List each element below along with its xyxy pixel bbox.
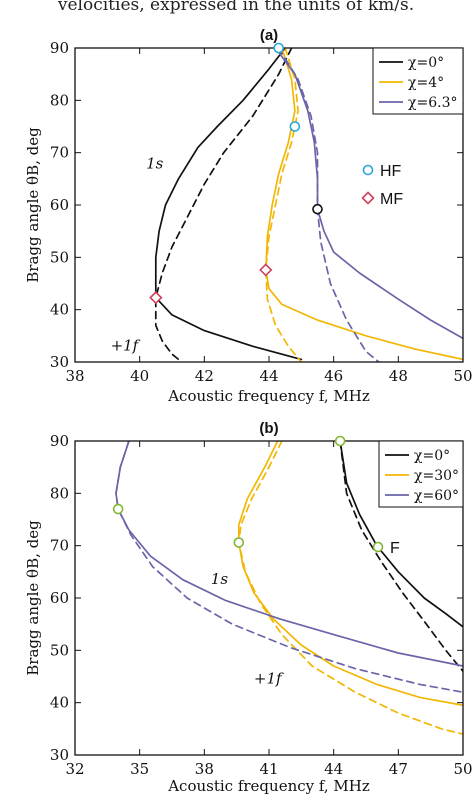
series-line-solid: [339, 441, 463, 628]
series-line-dashed: [339, 441, 463, 673]
legend-box: [378, 440, 464, 508]
y-tick-label: 30: [50, 746, 69, 764]
legend-label: χ=0°: [414, 448, 450, 464]
series-line-solid: [237, 441, 463, 707]
marker-f: [233, 537, 245, 548]
legend-label: χ=4°: [408, 75, 444, 91]
marker-legend-label: F: [390, 540, 400, 557]
x-tick-label: 42: [195, 367, 214, 385]
panel-b: (b) 32 35 38 41 44 47 50 30 40 50 60 70 80 90 Acoustic …: [24, 420, 473, 795]
x-axis-label: Acoustic frequency f, MHz: [167, 777, 370, 795]
x-tick-label: 32: [65, 760, 84, 778]
marker-f: [334, 435, 346, 447]
y-tick-label: 70: [50, 537, 69, 555]
series-line-dashed: [115, 441, 463, 694]
marker-legend-label: HF: [380, 163, 402, 180]
x-tick-label: 44: [324, 760, 343, 778]
marker-mf: [259, 263, 273, 277]
y-tick-label: 50: [50, 641, 69, 659]
caption-fragment: velocities, expressed in the units of km…: [57, 0, 414, 15]
y-tick-label: 80: [50, 91, 69, 109]
marker-hf: [273, 42, 285, 54]
legend-label: χ=0°: [408, 55, 444, 71]
y-tick-label: 70: [50, 144, 69, 162]
legend-label: χ=6.3°: [408, 95, 457, 111]
x-axis-label: Acoustic frequency f, MHz: [167, 387, 370, 405]
marker-legend-label: MF: [380, 191, 403, 208]
panel-label: (b): [259, 420, 278, 437]
y-tick-label: 60: [50, 589, 69, 607]
y-axis-label: Bragg angle θB, deg: [24, 520, 42, 676]
curve-annotation: +1f: [111, 336, 141, 354]
y-tick-label: 30: [50, 353, 69, 371]
y-axis-label: Bragg angle θB, deg: [24, 127, 42, 283]
series-line-solid: [274, 48, 463, 340]
y-tick-label: 80: [50, 484, 69, 502]
x-tick-label: 40: [130, 367, 149, 385]
x-tick-label: 38: [65, 367, 84, 385]
curve-annotation: 1s: [146, 154, 164, 172]
marker-legend-symbol: [372, 541, 384, 553]
x-tick-label: 50: [453, 367, 472, 385]
y-tick-label: 60: [50, 196, 69, 214]
x-tick-label: 38: [195, 760, 214, 778]
y-tick-label: 90: [50, 39, 69, 57]
panel-a: (a) 38 40 42 44 46 48 50 30 40 50 60 70 80 90 Acoustic …: [24, 27, 473, 405]
marker-f: [112, 503, 124, 515]
y-tick-label: 50: [50, 248, 69, 266]
series-line-dashed: [264, 48, 303, 362]
series-group: [115, 441, 463, 735]
marker-mf: [149, 290, 163, 305]
x-tick-label: 48: [389, 367, 408, 385]
legend-label: χ=30°: [414, 468, 459, 484]
y-tick-label: 40: [50, 694, 69, 712]
panel-label: (a): [260, 27, 278, 44]
marker-hf: [289, 121, 301, 132]
x-tick-label: 50: [453, 760, 472, 778]
legend-label: χ=60°: [414, 488, 459, 504]
legend-box: [372, 47, 464, 115]
series-line-dashed: [237, 441, 463, 735]
series-line-dashed: [154, 48, 293, 362]
marker-legend-symbol: [362, 164, 374, 176]
x-tick-label: 44: [259, 367, 278, 385]
x-tick-label: 35: [130, 760, 149, 778]
x-tick-label: 47: [389, 760, 408, 778]
y-tick-label: 40: [50, 301, 69, 319]
marker-legend-symbol: [361, 191, 375, 205]
curve-annotation: +1f: [254, 669, 284, 687]
curve-annotation: 1s: [211, 570, 229, 588]
x-tick-label: 41: [259, 760, 278, 778]
y-tick-label: 90: [50, 432, 69, 450]
x-tick-label: 46: [324, 367, 343, 385]
series-line-solid: [154, 48, 303, 361]
marker-hf: [312, 203, 323, 215]
